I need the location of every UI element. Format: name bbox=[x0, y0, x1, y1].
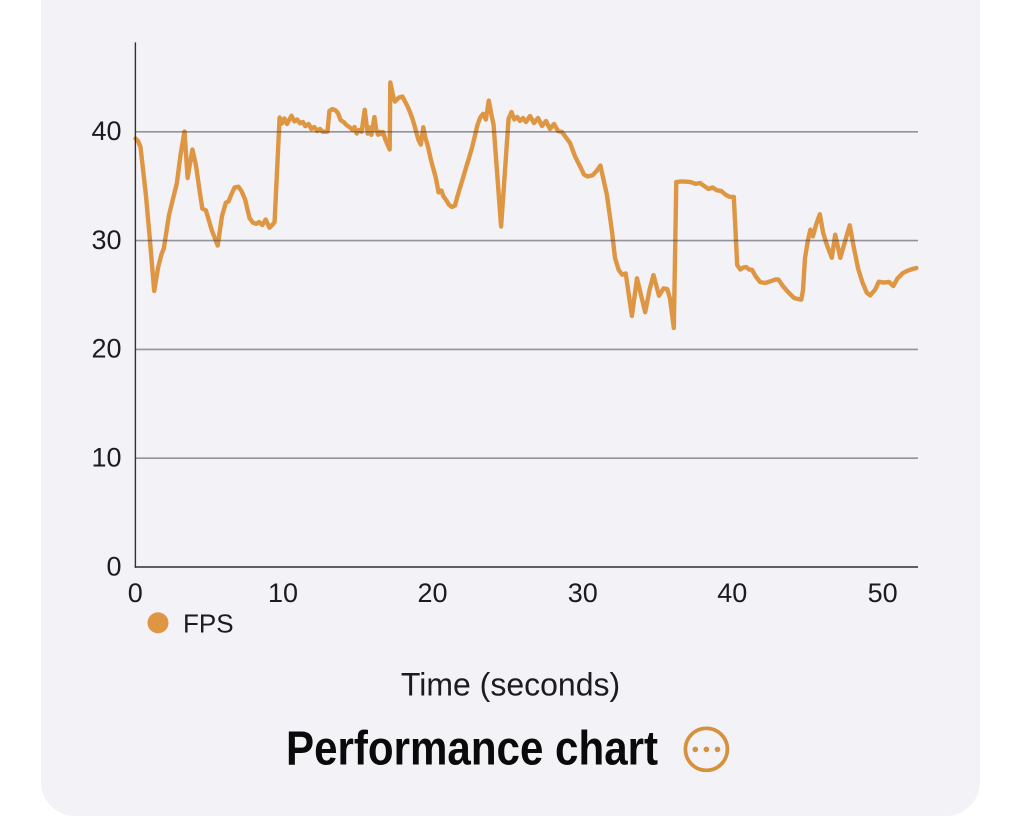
svg-text:40: 40 bbox=[91, 116, 121, 146]
svg-text:40: 40 bbox=[717, 578, 747, 608]
svg-text:10: 10 bbox=[268, 578, 298, 608]
svg-text:50: 50 bbox=[868, 578, 898, 608]
svg-text:10: 10 bbox=[91, 443, 121, 473]
svg-text:Time (seconds): Time (seconds) bbox=[401, 666, 620, 702]
svg-text:Performance chart: Performance chart bbox=[286, 723, 658, 776]
svg-text:30: 30 bbox=[91, 225, 121, 255]
svg-text:0: 0 bbox=[128, 578, 143, 608]
svg-text:0: 0 bbox=[106, 551, 121, 581]
svg-text:FPS: FPS bbox=[183, 609, 234, 639]
svg-text:30: 30 bbox=[568, 578, 598, 608]
svg-text:20: 20 bbox=[417, 578, 447, 608]
svg-text:20: 20 bbox=[91, 334, 121, 364]
